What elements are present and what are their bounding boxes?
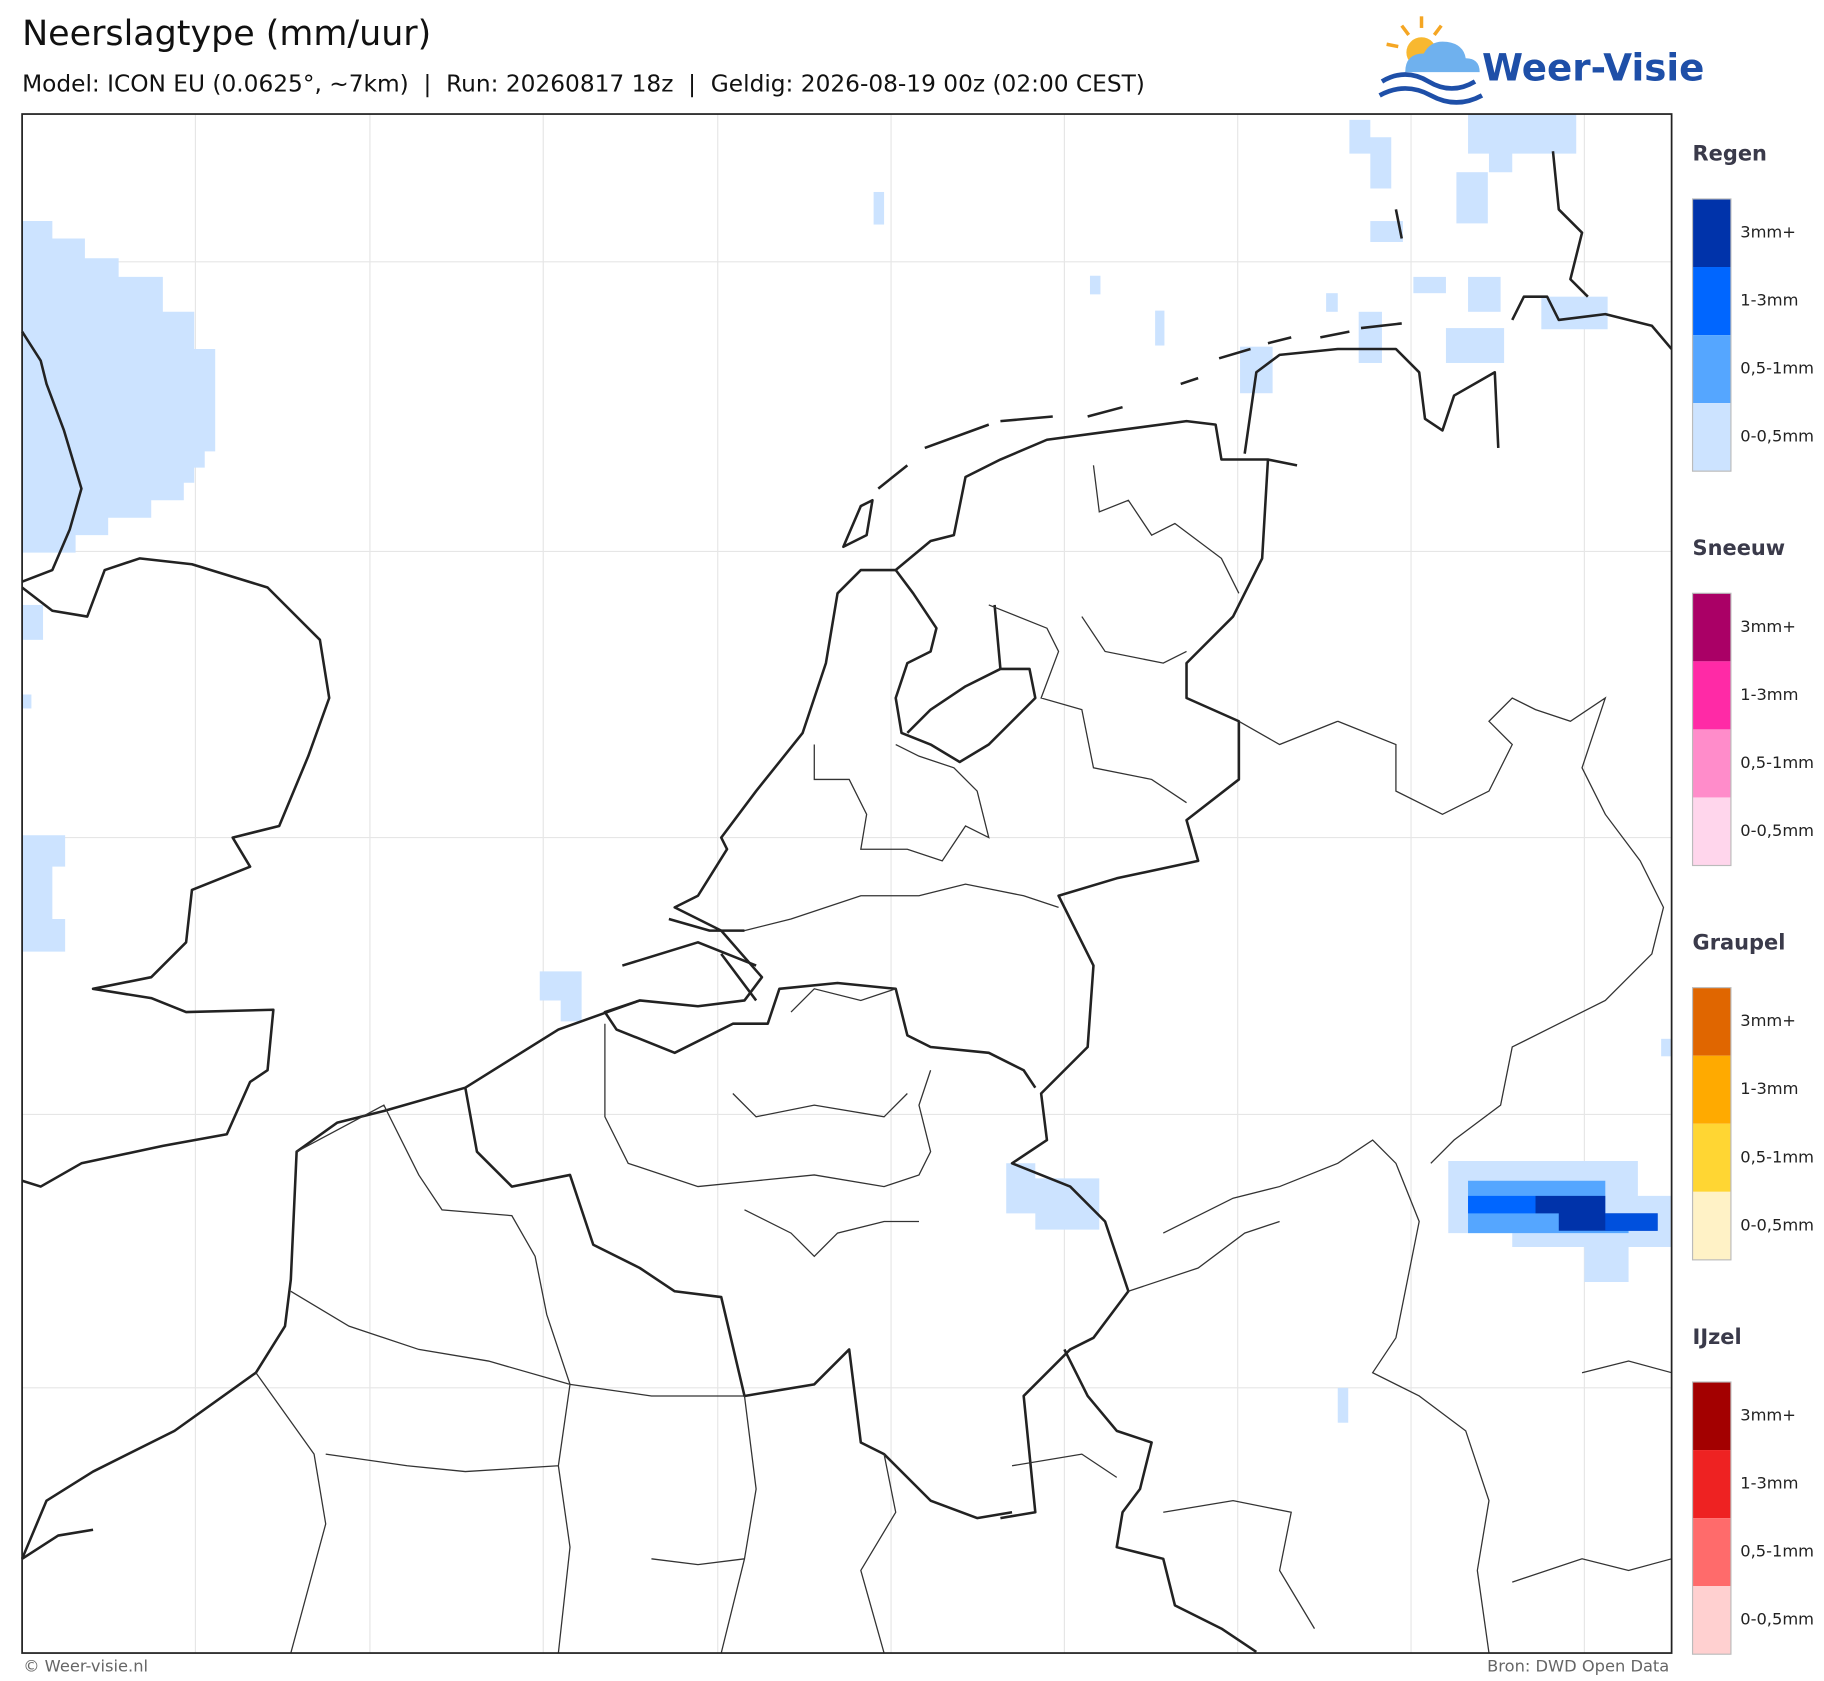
- legend-label: 1-3mm: [1740, 685, 1798, 704]
- legend-swatch: [1692, 198, 1731, 268]
- precipitation: [22, 114, 1672, 1423]
- legend-swatch: [1692, 335, 1731, 404]
- legend-frame: [1691, 198, 1732, 472]
- graticule: [22, 114, 1672, 1654]
- legend-swatch: [1692, 1450, 1731, 1519]
- legend-label: 0,5-1mm: [1740, 1147, 1814, 1166]
- legend-swatch: [1692, 1123, 1731, 1192]
- legend-label: 3mm+: [1740, 1406, 1796, 1425]
- subtitle: Model: ICON EU (0.0625°, ~7km) | Run: 20…: [22, 70, 1145, 97]
- legend-swatch: [1692, 1518, 1731, 1587]
- legend-title: IJzel: [1693, 1325, 1742, 1349]
- footer-right: Bron: DWD Open Data: [1487, 1657, 1669, 1676]
- legend-label: 0,5-1mm: [1740, 753, 1814, 772]
- legend-title: Sneeuw: [1693, 536, 1786, 560]
- legend-label: 0,5-1mm: [1740, 359, 1814, 378]
- footer-left: © Weer-visie.nl: [23, 1657, 148, 1676]
- legend-frame: [1691, 592, 1732, 867]
- legend-swatch: [1692, 267, 1731, 336]
- logo: Weer-Visie: [1378, 16, 1704, 105]
- legend-swatch: [1692, 729, 1731, 798]
- legend-label: 1-3mm: [1740, 291, 1798, 310]
- coastlines: [20, 151, 1673, 1560]
- legend-swatch: [1692, 987, 1731, 1056]
- legend-label: 3mm+: [1740, 222, 1796, 241]
- legend-swatch: [1692, 1586, 1731, 1655]
- legend-swatch: [1692, 593, 1731, 662]
- legend-swatch: [1692, 1191, 1731, 1260]
- legend-swatch: [1692, 1055, 1731, 1124]
- legend-title: Regen: [1693, 142, 1767, 166]
- legend-label: 1-3mm: [1740, 1079, 1798, 1098]
- legend-label: 3mm+: [1740, 617, 1796, 636]
- legend-swatch: [1692, 797, 1731, 866]
- legend-label: 0-0,5mm: [1740, 1610, 1814, 1629]
- borders: [21, 459, 1672, 1654]
- legend-label: 3mm+: [1740, 1011, 1796, 1030]
- legend-swatch: [1692, 403, 1731, 472]
- title: Neerslagtype (mm/uur): [22, 14, 431, 54]
- legend-label: 0-0,5mm: [1740, 1215, 1814, 1234]
- legend-frame: [1691, 1381, 1732, 1655]
- legend-swatch: [1692, 1382, 1731, 1451]
- legend-label: 0-0,5mm: [1740, 427, 1814, 446]
- legend-label: 0,5-1mm: [1740, 1542, 1814, 1561]
- legend-label: 0-0,5mm: [1740, 821, 1814, 840]
- map: [20, 113, 1673, 1654]
- logo-text: Weer-Visie: [1482, 45, 1704, 89]
- legend: Regen 3mm+ 1-3mm 0,5-1mm 0-0,5mm Sneeuw 3mm+ 1-…: [1691, 142, 1814, 1655]
- legend-title: Graupel: [1693, 930, 1786, 954]
- legend-label: 1-3mm: [1740, 1474, 1798, 1493]
- legend-frame: [1691, 987, 1732, 1261]
- legend-swatch: [1692, 661, 1731, 730]
